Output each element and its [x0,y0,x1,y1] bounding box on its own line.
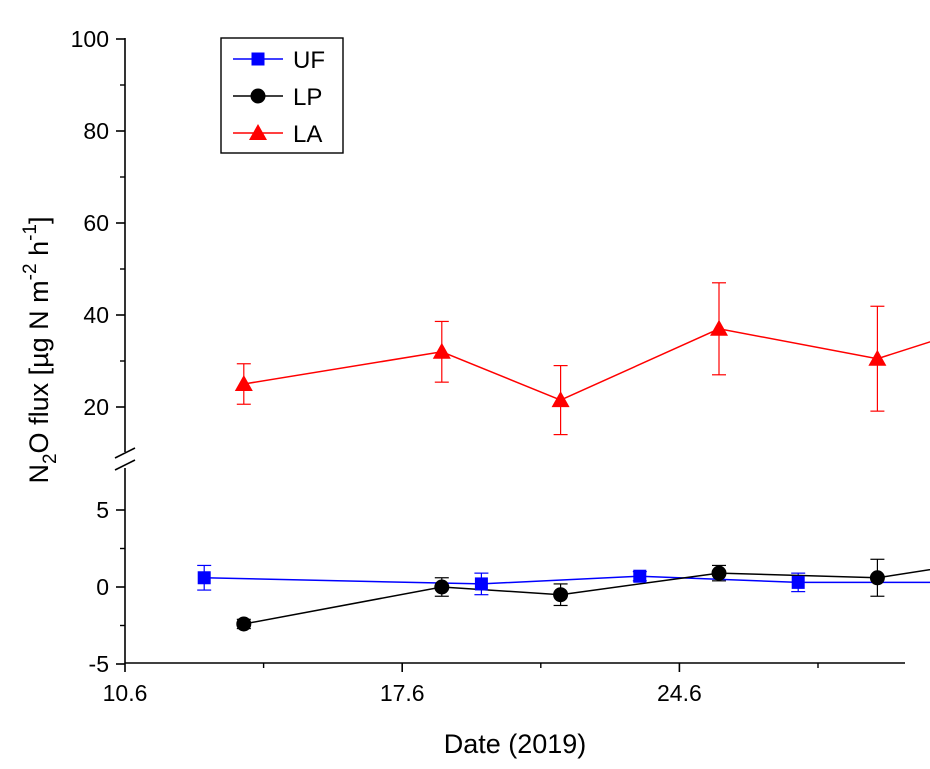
y-tick-label: 100 [71,26,109,52]
x-tick-label: 10.6 [103,680,148,706]
data-point-la [551,391,570,408]
series-line-la [243,328,930,401]
y-title-prefix: N [24,464,54,484]
y-title-mid2: h [24,241,54,264]
axis-break-mark [114,459,136,471]
data-point-uf [791,575,805,589]
y-title-sup2: -1 [20,224,41,241]
data-point-lp [434,579,450,595]
legend-marker-la [249,124,267,140]
legend-label-uf: UF [293,47,325,74]
y-tick-label: -5 [89,651,109,677]
legend-label-lp: LP [293,84,322,111]
y-title-suffix: ] [24,216,54,224]
x-axis-title: Date (2019) [444,729,587,759]
x-tick-label: 17.6 [380,680,425,706]
y-tick-label: 5 [96,497,109,523]
data-point-la [432,342,451,359]
data-point-lp [553,587,569,603]
y-tick-label: 80 [83,118,109,144]
y-title-sup1: -2 [20,263,41,280]
y-tick-label: 0 [96,574,109,600]
data-point-lp [711,565,727,581]
legend-item-uf: UF [233,47,325,74]
series-markers [197,319,887,632]
axes: 20406080100-50510.617.624.61.78.715.722.… [71,26,905,706]
data-point-la [710,319,728,336]
y-tick-label: 60 [83,210,109,236]
x-tick-label: 24.6 [657,680,702,706]
legend-item-la: LA [233,121,322,148]
legend-marker-lp [250,88,266,104]
series-line-uf [204,575,930,585]
y-title-sub: 2 [40,453,61,464]
legend-item-lp: LP [233,84,322,111]
y-axis-title: N2O flux [µg N m-2 h-1] [20,216,61,483]
data-point-lp [236,616,252,632]
data-point-uf [197,571,211,585]
legend-label-la: LA [293,121,322,148]
y-title-mid1: O flux [µg N m [24,280,54,453]
data-point-uf [474,577,488,591]
data-point-lp [869,570,885,586]
series-line-lp [243,568,930,625]
data-point-la [234,375,253,391]
y-tick-label: 20 [83,394,109,420]
series-lines [204,328,930,625]
data-point-la [868,349,887,366]
legend: UF LP LA [220,37,344,154]
legend-marker-uf [251,52,265,66]
data-point-uf [633,569,647,583]
y-tick-label: 40 [83,302,109,328]
axis-break-mark [114,447,136,459]
